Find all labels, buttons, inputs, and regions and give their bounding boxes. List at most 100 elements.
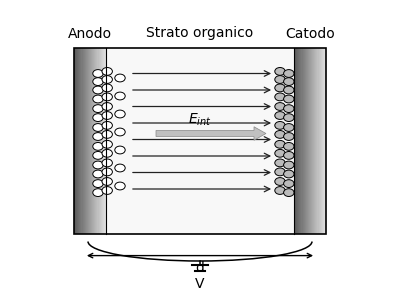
Bar xyxy=(94,48,96,234)
Circle shape xyxy=(102,112,112,119)
Bar xyxy=(91,48,92,234)
Bar xyxy=(98,48,100,234)
Circle shape xyxy=(93,152,103,159)
Polygon shape xyxy=(156,127,266,140)
Bar xyxy=(106,48,294,234)
Circle shape xyxy=(115,128,125,136)
Bar xyxy=(298,48,300,234)
Bar xyxy=(323,48,324,234)
Circle shape xyxy=(275,140,285,148)
Circle shape xyxy=(284,170,294,178)
Circle shape xyxy=(93,161,103,169)
Circle shape xyxy=(93,189,103,196)
Circle shape xyxy=(284,142,294,150)
Bar xyxy=(79,48,81,234)
Circle shape xyxy=(93,124,103,131)
Text: Catodo: Catodo xyxy=(285,26,335,40)
Bar xyxy=(313,48,315,234)
Circle shape xyxy=(93,133,103,140)
Bar xyxy=(105,48,106,234)
Circle shape xyxy=(93,142,103,150)
Circle shape xyxy=(284,114,294,122)
Circle shape xyxy=(275,178,285,185)
Bar xyxy=(324,48,325,234)
Bar xyxy=(304,48,305,234)
Circle shape xyxy=(275,149,285,157)
Bar xyxy=(104,48,105,234)
Circle shape xyxy=(284,124,294,131)
Bar xyxy=(74,48,76,234)
Bar xyxy=(76,48,78,234)
Bar xyxy=(84,48,85,234)
Bar xyxy=(88,48,89,234)
Circle shape xyxy=(284,189,294,196)
Circle shape xyxy=(115,182,125,190)
Bar xyxy=(90,48,92,234)
Circle shape xyxy=(93,180,103,188)
Bar xyxy=(310,48,312,234)
Circle shape xyxy=(115,74,125,82)
Text: Anodo: Anodo xyxy=(68,26,112,40)
Circle shape xyxy=(93,170,103,178)
Bar xyxy=(100,48,101,234)
Circle shape xyxy=(275,93,285,101)
Circle shape xyxy=(275,76,285,83)
Bar xyxy=(80,48,82,234)
Circle shape xyxy=(275,112,285,119)
Bar xyxy=(297,48,299,234)
Bar xyxy=(309,48,310,234)
Circle shape xyxy=(275,103,285,110)
Bar xyxy=(95,48,97,234)
Bar xyxy=(102,48,103,234)
Bar xyxy=(315,48,317,234)
Bar xyxy=(77,48,79,234)
Bar xyxy=(98,48,99,234)
Bar xyxy=(103,48,104,234)
Circle shape xyxy=(284,78,294,86)
Circle shape xyxy=(275,68,285,75)
Bar xyxy=(82,48,84,234)
Text: V: V xyxy=(195,277,205,290)
Circle shape xyxy=(275,159,285,167)
Circle shape xyxy=(284,161,294,169)
Bar xyxy=(314,48,316,234)
Bar xyxy=(294,48,296,234)
Circle shape xyxy=(102,168,112,176)
Circle shape xyxy=(93,70,103,77)
Circle shape xyxy=(284,105,294,112)
Bar xyxy=(321,48,322,234)
Circle shape xyxy=(93,86,103,94)
Circle shape xyxy=(275,168,285,176)
Circle shape xyxy=(275,130,285,138)
Text: d: d xyxy=(196,261,204,275)
Bar xyxy=(320,48,321,234)
Bar xyxy=(318,48,320,234)
Bar xyxy=(96,48,98,234)
Circle shape xyxy=(102,140,112,148)
Circle shape xyxy=(284,70,294,77)
Bar xyxy=(311,48,312,234)
Bar xyxy=(318,48,319,234)
Circle shape xyxy=(102,68,112,75)
Bar xyxy=(325,48,326,234)
Circle shape xyxy=(275,84,285,92)
Circle shape xyxy=(93,78,103,86)
Circle shape xyxy=(93,95,103,103)
Bar xyxy=(308,48,309,234)
Circle shape xyxy=(102,178,112,185)
Bar xyxy=(302,48,304,234)
Bar xyxy=(307,48,308,234)
Circle shape xyxy=(102,187,112,194)
Bar xyxy=(322,48,323,234)
Circle shape xyxy=(102,149,112,157)
Bar xyxy=(93,48,95,234)
Bar xyxy=(300,48,302,234)
Circle shape xyxy=(284,133,294,140)
Bar xyxy=(78,48,80,234)
Bar xyxy=(74,48,326,234)
Bar xyxy=(299,48,301,234)
Bar xyxy=(101,48,102,234)
Bar xyxy=(302,48,303,234)
Circle shape xyxy=(93,105,103,112)
Bar xyxy=(75,48,76,234)
